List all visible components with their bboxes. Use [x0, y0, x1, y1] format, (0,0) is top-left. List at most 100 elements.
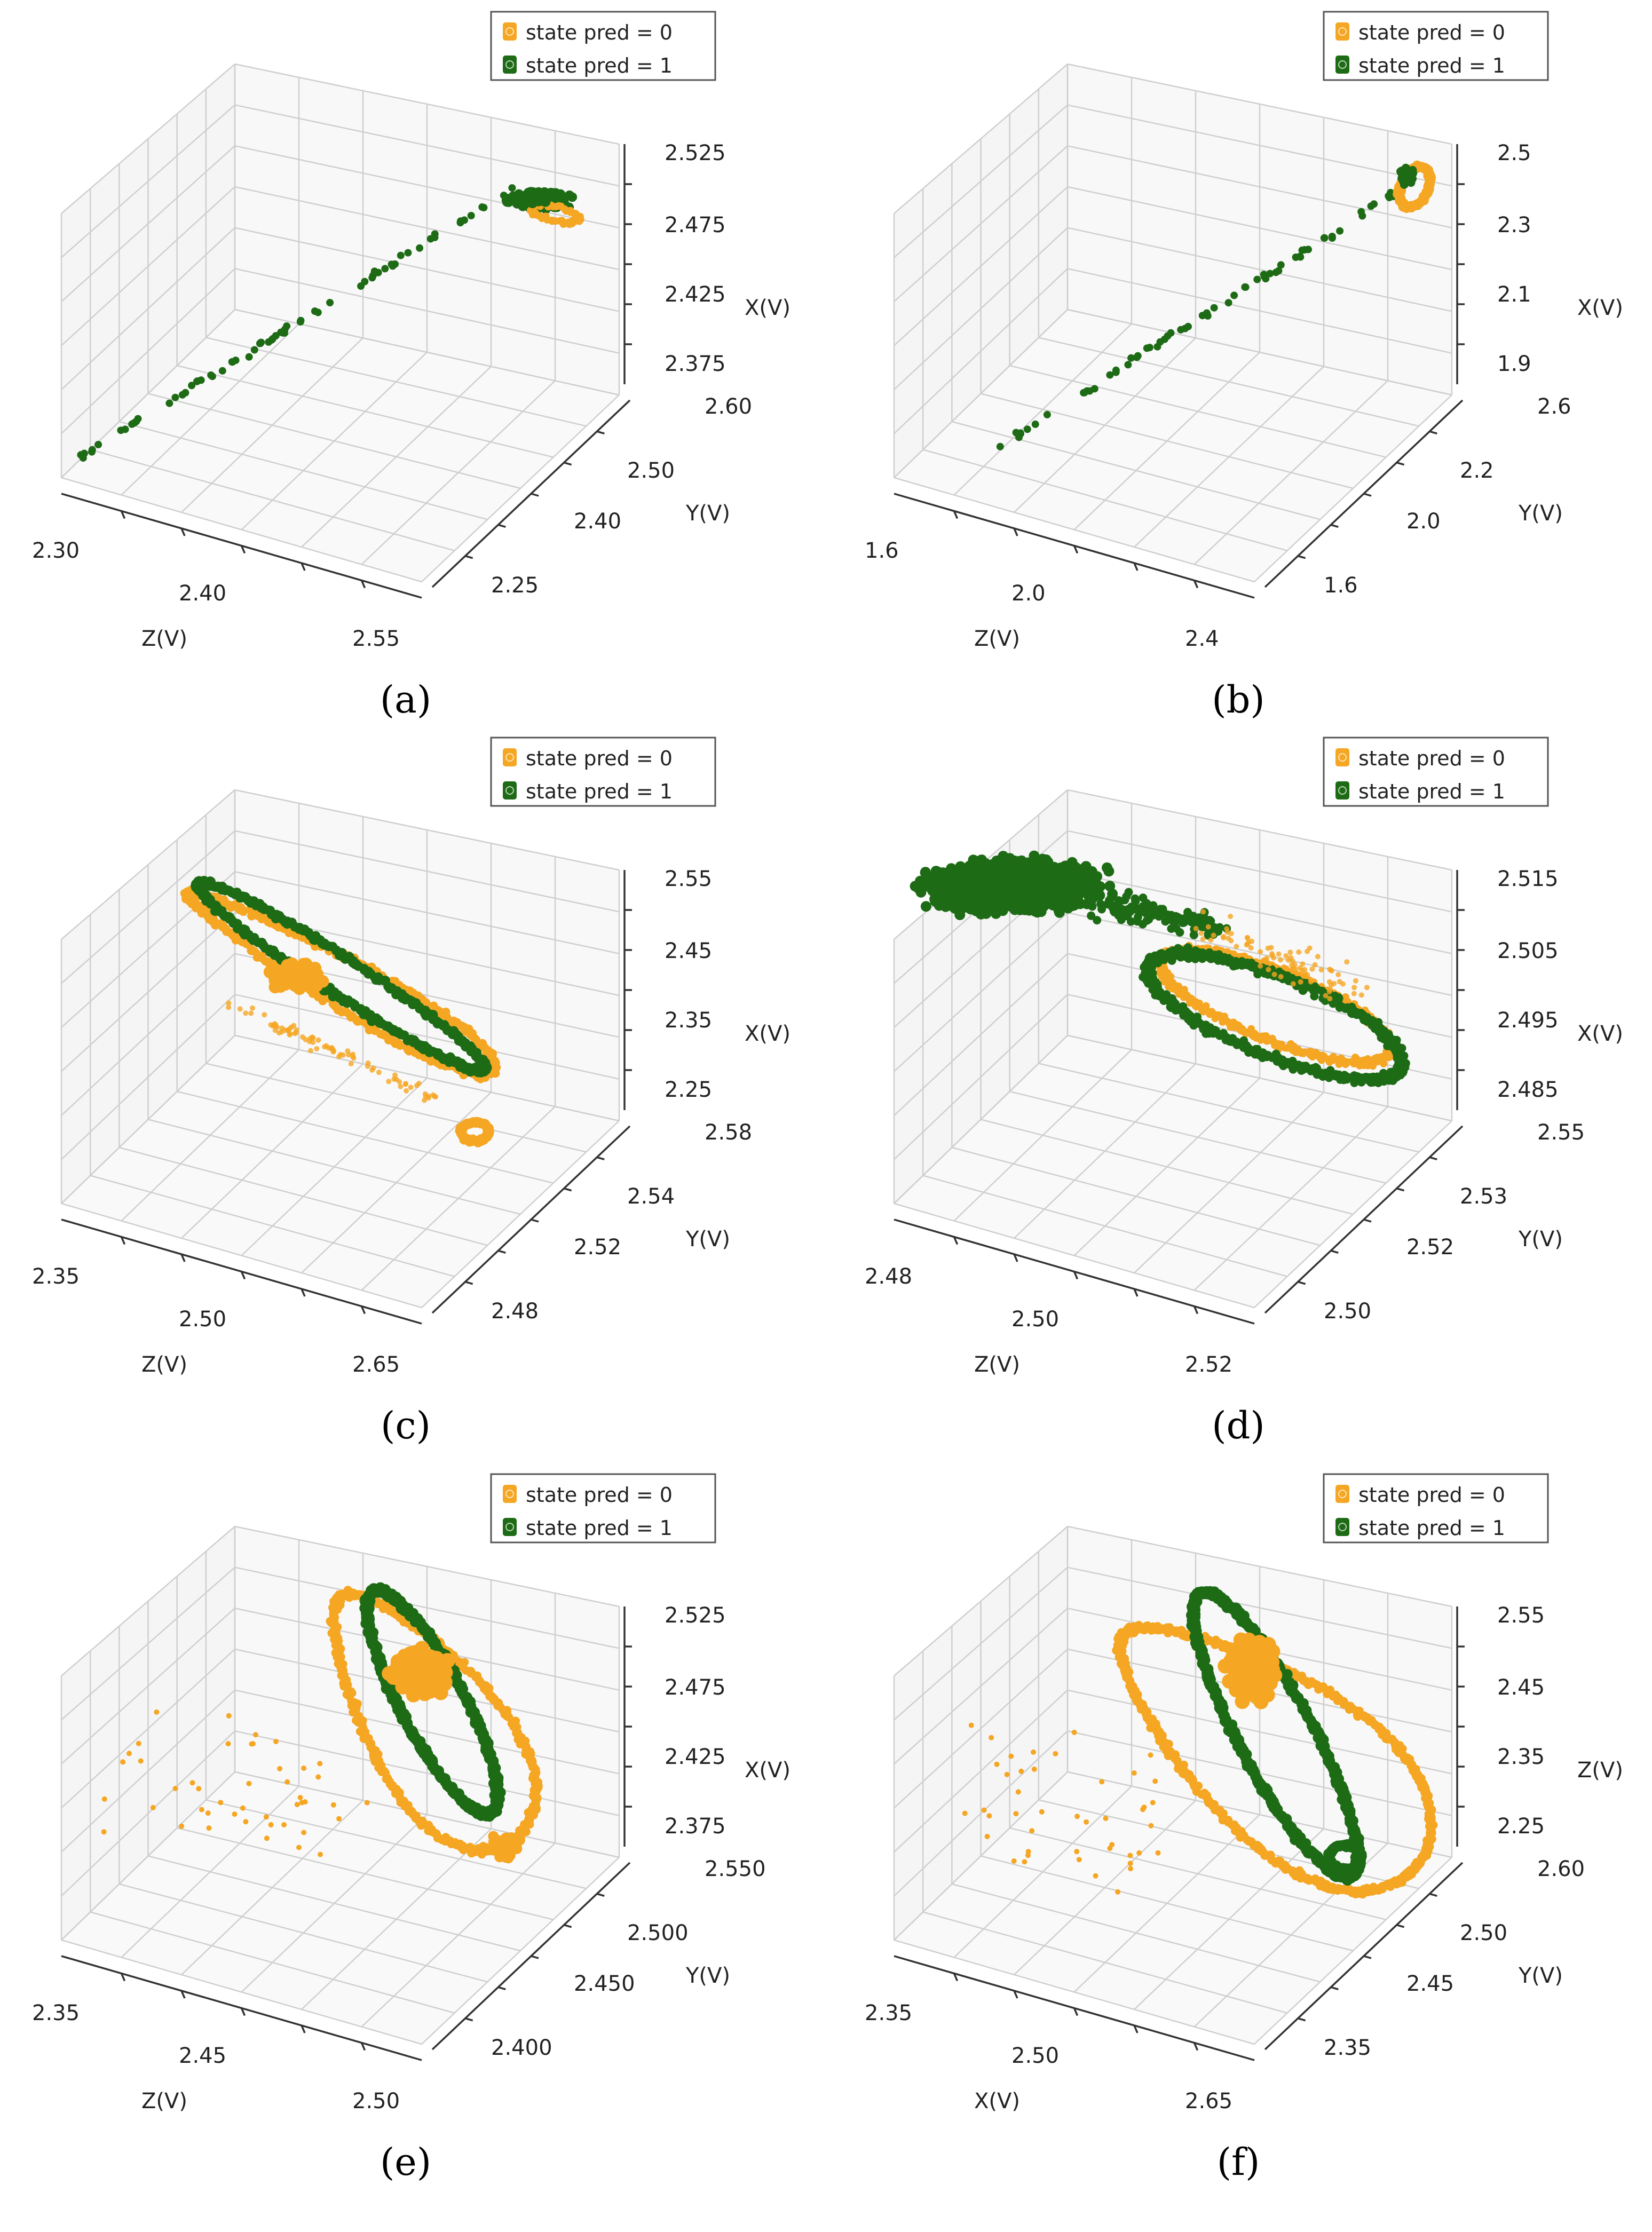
legend-marker	[503, 748, 517, 766]
point-state1	[188, 382, 196, 390]
left-tick-label: 2.40	[179, 581, 226, 606]
point-state1	[297, 316, 305, 324]
point-state1	[1093, 916, 1102, 925]
right-tick-label: 2.54	[627, 1184, 675, 1209]
vertical-tick-label: 2.3	[1497, 213, 1531, 238]
legend-marker-ring	[505, 27, 514, 36]
left-tick-label: 2.65	[352, 1352, 400, 1377]
point-state1	[963, 892, 975, 903]
wall-gridline	[234, 789, 620, 871]
point-state1	[1205, 916, 1214, 925]
point-state0	[1315, 1052, 1323, 1060]
point-state1	[1049, 874, 1058, 883]
vertical-tick-label: 2.55	[665, 867, 712, 891]
plot-points	[180, 876, 501, 1147]
legend-box	[490, 11, 716, 81]
point-state1	[931, 870, 942, 882]
right-tick-label: 2.50	[627, 458, 675, 483]
point-state1	[920, 901, 931, 912]
left-tick-label: 2.50	[179, 1307, 226, 1332]
point-state1	[94, 441, 102, 448]
tick-mark	[1429, 430, 1437, 435]
vertical-tick-label: 2.25	[665, 1078, 712, 1102]
point-state1	[1127, 354, 1135, 362]
wall-gridline	[61, 104, 235, 258]
point-state1	[1402, 169, 1411, 178]
vertical-tick-label: 2.45	[665, 939, 712, 963]
floor-gridline	[421, 1120, 620, 1308]
point-state1	[1031, 420, 1039, 428]
point-state0	[322, 1044, 327, 1050]
vertical-tick-label: 2.525	[665, 141, 726, 165]
wall-gridline	[61, 789, 235, 940]
point-state1	[1138, 920, 1147, 929]
wall-gridline	[234, 104, 620, 187]
point-state1	[357, 282, 365, 290]
point-state0	[314, 1046, 320, 1051]
point-state0	[370, 1065, 376, 1071]
wall-gridline	[234, 830, 620, 913]
legend-box	[1323, 11, 1549, 81]
right-axis-label: Y(V)	[685, 501, 730, 526]
point-state1	[1321, 234, 1329, 242]
tick-mark	[1363, 493, 1372, 497]
wall-gridline	[234, 63, 620, 145]
point-state1	[1124, 361, 1132, 369]
legend-marker	[503, 56, 517, 74]
point-state1	[992, 882, 1003, 892]
point-state1	[564, 190, 574, 200]
right-tick-label: 2.6	[1537, 394, 1571, 419]
point-state1	[1062, 881, 1071, 890]
point-state1	[1112, 368, 1120, 376]
point-state1	[467, 212, 475, 219]
floor-gridline	[1038, 337, 1419, 427]
point-state1	[381, 265, 389, 273]
point-state0	[250, 1005, 255, 1011]
point-state1	[1023, 895, 1033, 906]
point-state1	[508, 184, 516, 192]
tick-mark	[1133, 563, 1139, 571]
point-state1	[267, 336, 275, 344]
point-state1	[207, 371, 215, 379]
point-state1	[1224, 299, 1232, 307]
legend-entry: state pred = 1	[1358, 54, 1505, 77]
point-state1	[228, 358, 236, 366]
tick-mark	[301, 563, 306, 571]
point-state1	[1143, 906, 1152, 914]
point-state0	[273, 1023, 279, 1028]
point-state1	[1158, 949, 1166, 958]
point-state1	[952, 899, 963, 910]
wall-gridline	[1067, 63, 1452, 145]
tick-mark	[1298, 1280, 1306, 1285]
right-tick-label: 2.58	[705, 1120, 752, 1145]
point-state1	[1266, 270, 1274, 278]
left-tick-label: 2.0	[1011, 581, 1046, 606]
point-state1	[1272, 268, 1280, 276]
tick-mark	[497, 1249, 506, 1254]
legend-marker	[503, 781, 517, 800]
point-state0	[284, 1027, 290, 1033]
point-state1	[1043, 410, 1051, 418]
point-state1	[478, 203, 486, 211]
point-state1	[1367, 202, 1375, 210]
point-state1	[194, 377, 201, 385]
point-state1	[165, 399, 173, 407]
point-state1	[1095, 885, 1104, 895]
point-state1	[1171, 915, 1180, 924]
point-state1	[1086, 387, 1094, 395]
point-state1	[1118, 905, 1127, 914]
point-state0	[575, 214, 583, 221]
point-state1	[256, 339, 264, 347]
point-state1	[943, 900, 954, 911]
point-state1	[1126, 907, 1135, 916]
point-state1	[1097, 905, 1106, 914]
tick-mark	[120, 510, 126, 519]
point-state1	[967, 867, 977, 878]
right-tick-label: 2.48	[491, 1299, 539, 1324]
tick-mark	[465, 1280, 473, 1285]
point-state1	[1011, 883, 1022, 894]
point-state1	[178, 391, 186, 399]
point-state1	[1134, 352, 1142, 360]
